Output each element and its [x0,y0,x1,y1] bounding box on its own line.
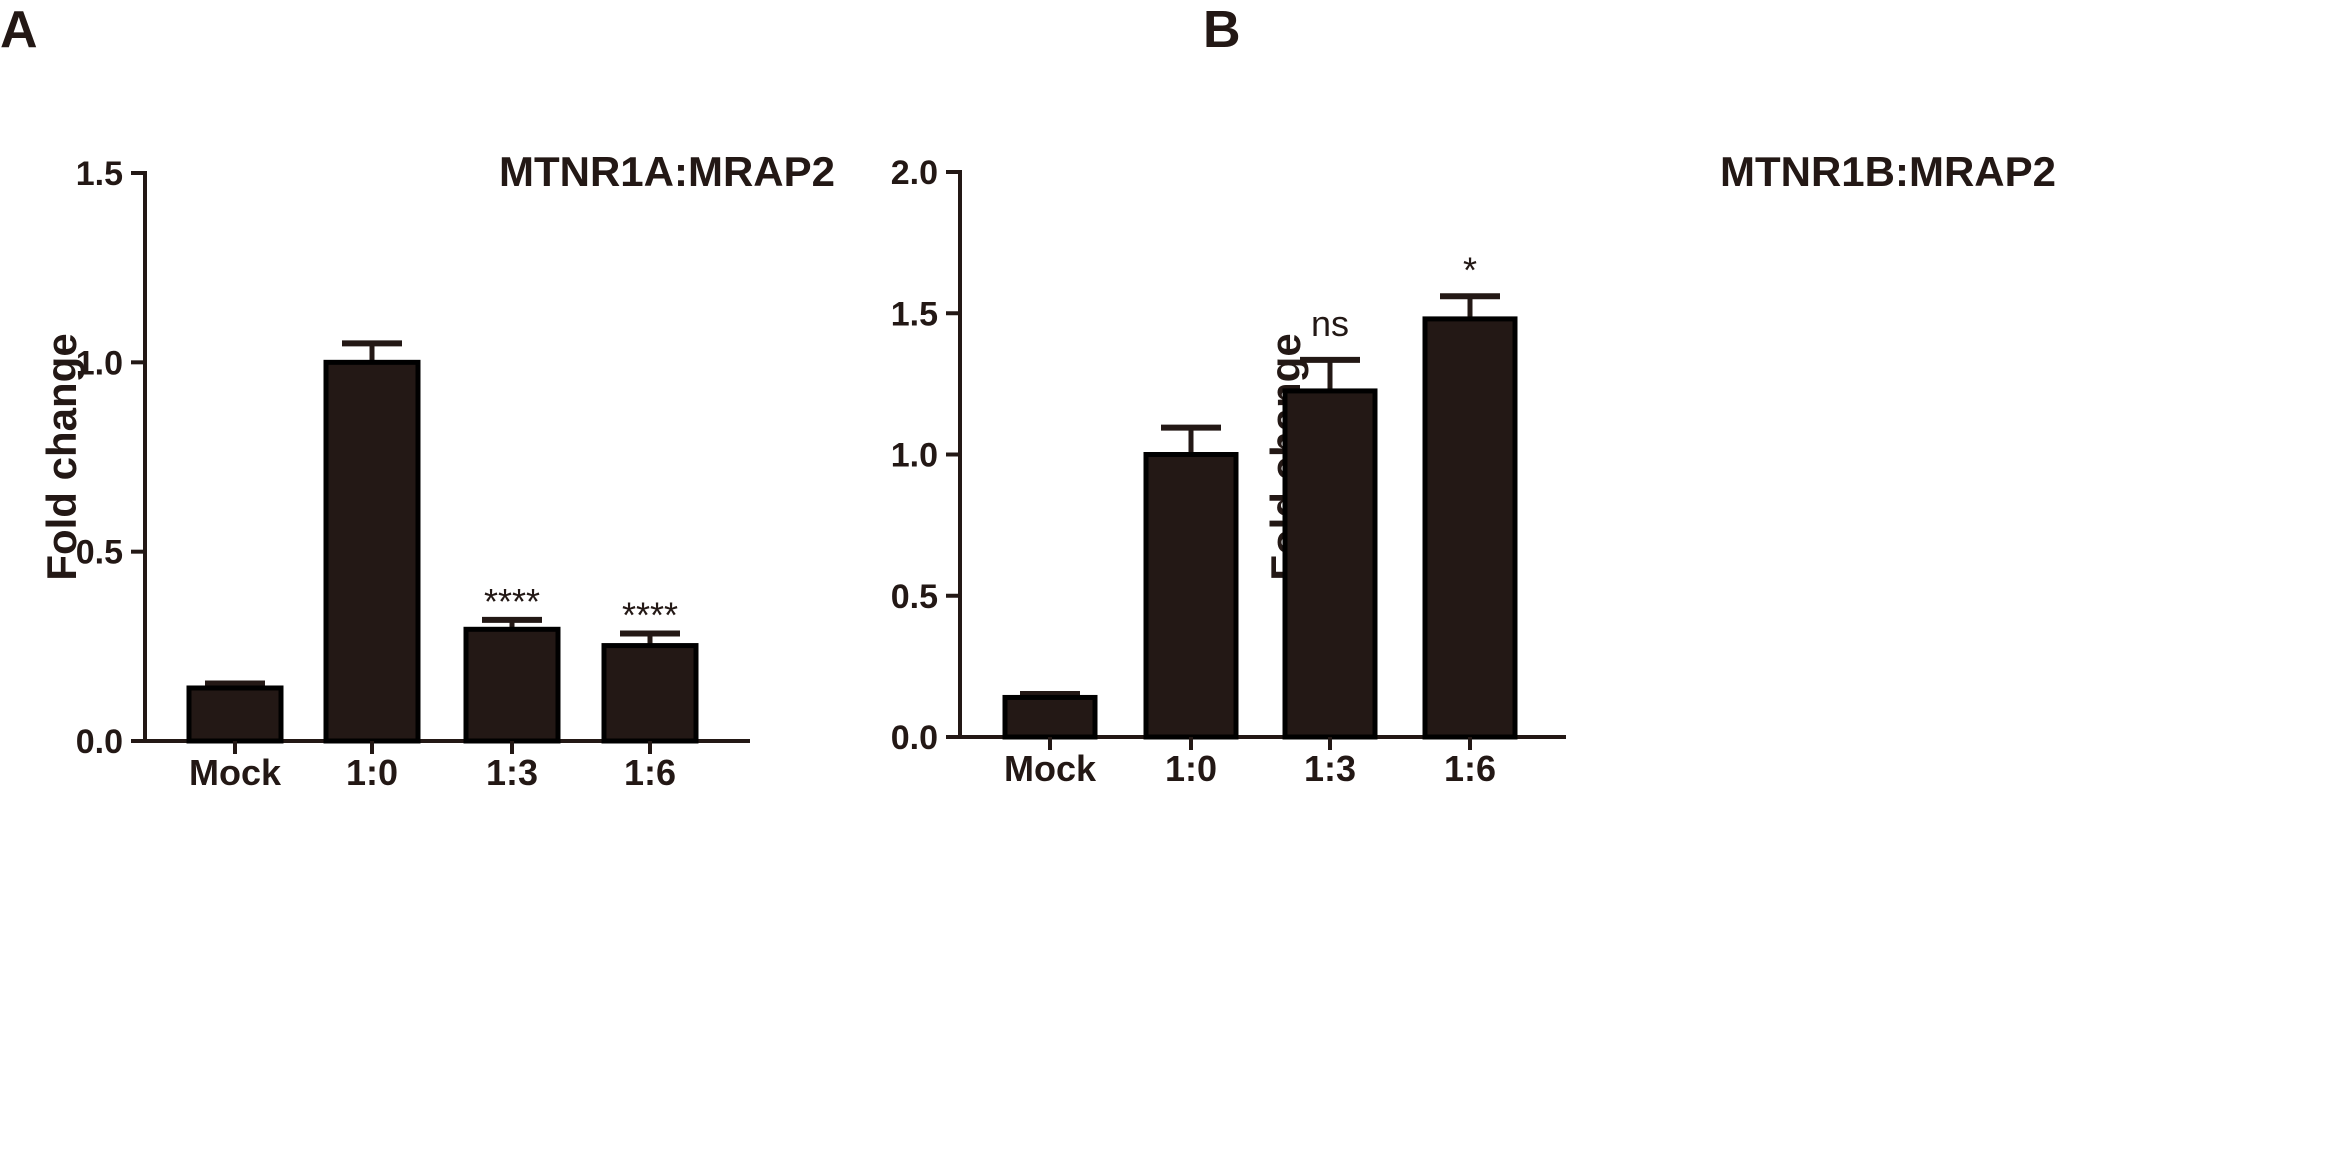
panel-a-significance-label: **** [484,581,540,622]
panel-b: B MTNR1B:MRAP2 Fold change 0.00.51.01.52… [891,1,2056,789]
panel-b-y-tick-label: 1.0 [891,437,938,475]
panel-b-category-label: 1:0 [1165,748,1217,789]
panel-a: A MTNR1A:MRAP2 Fold change 0.0 0.5 1.0 1.5 M… [0,1,835,793]
panel-b-category-label: 1:3 [1304,748,1356,789]
panel-a-bar [463,626,561,744]
panel-a-title: MTNR1A:MRAP2 [499,148,835,195]
panel-a-category-label: Mock [189,752,282,793]
panel-b-y-tick-label: 1.5 [891,295,938,333]
panel-b-y-tick-label: 0.0 [891,719,938,757]
panel-a-y-tick-label: 0.5 [76,534,123,572]
panel-a-category-label: 1:6 [624,752,676,793]
panel-a-category-label: 1:0 [346,752,398,793]
panel-b-significance-label: ns [1311,303,1349,344]
panel-a-y-axis-label: Fold change [38,333,85,580]
panel-b-bar [1143,452,1239,740]
panel-b-y-tick-label: 0.5 [891,578,938,616]
panel-a-label: A [0,1,38,59]
panel-a-y-tick-label: 0.0 [76,723,123,761]
panel-a-significance-label: **** [622,594,678,635]
panel-b-title: MTNR1B:MRAP2 [1720,148,2056,195]
panel-a-y-tick-label: 1.0 [76,344,123,382]
panel-b-label: B [1203,1,1241,59]
panel-b-category-label: 1:6 [1444,748,1496,789]
panel-a-category-label: 1:3 [486,752,538,793]
panel-a-bar [323,359,421,744]
panel-b-significance-label: * [1463,249,1477,290]
panel-b-y-tick-label: 2.0 [891,154,938,192]
panel-a-y-tick-label: 1.5 [76,155,123,193]
panel-b-bar [1282,388,1378,740]
panel-a-bar [186,685,284,744]
panel-b-plot: 0.0 0.5 1.0 1.5 2.0 Mock 1:0 1:3 ns 1:6 * [891,154,1566,789]
panel-b-bar [1422,316,1518,740]
panel-a-plot: 0.0 0.5 1.0 1.5 Mock 1:0 1:3 **** 1:6 **** [76,155,750,793]
panel-b-category-label: Mock [1004,748,1097,789]
panel-a-bar [601,643,699,744]
panel-b-bar [1002,694,1098,740]
